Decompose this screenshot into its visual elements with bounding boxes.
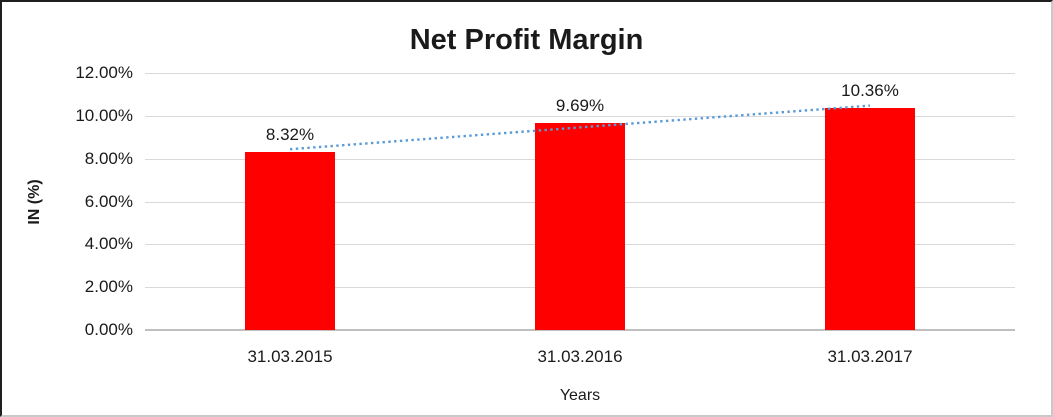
y-tick-label-8pct: 8.00% [84, 148, 133, 168]
gridline-10pct [145, 115, 1015, 117]
y-tick-label-2pct: 2.00% [84, 277, 133, 297]
x-tick-label-31.03.2017: 31.03.2017 [827, 347, 913, 366]
x-axis-title: Years [559, 387, 601, 404]
bar-31.03.2016 [535, 122, 625, 330]
trendline-path [289, 104, 871, 151]
trendline [289, 104, 871, 151]
bar-31.03.2017 [825, 108, 915, 330]
chart-title: Net Profit Margin [409, 24, 644, 56]
y-tick-label-6pct: 6.00% [84, 191, 133, 211]
y-tick-label-4pct: 4.00% [84, 234, 133, 254]
y-tick-label-0pct: 0.00% [84, 320, 133, 339]
data-label-31.03.2016: 9.69% [555, 95, 605, 115]
bar-31.03.2015 [245, 151, 335, 330]
data-label-31.03.2017: 10.36% [841, 81, 899, 101]
x-tick-label-31.03.2015: 31.03.2015 [247, 347, 333, 366]
data-label-31.03.2015: 8.32% [265, 124, 315, 144]
y-tick-label-10pct: 10.00% [75, 105, 133, 125]
y-tick-label-12pct: 12.00% [75, 63, 133, 82]
gridline-12pct [145, 73, 1015, 74]
x-tick-label-31.03.2016: 31.03.2016 [537, 347, 623, 366]
x-axis-line [145, 329, 1015, 331]
